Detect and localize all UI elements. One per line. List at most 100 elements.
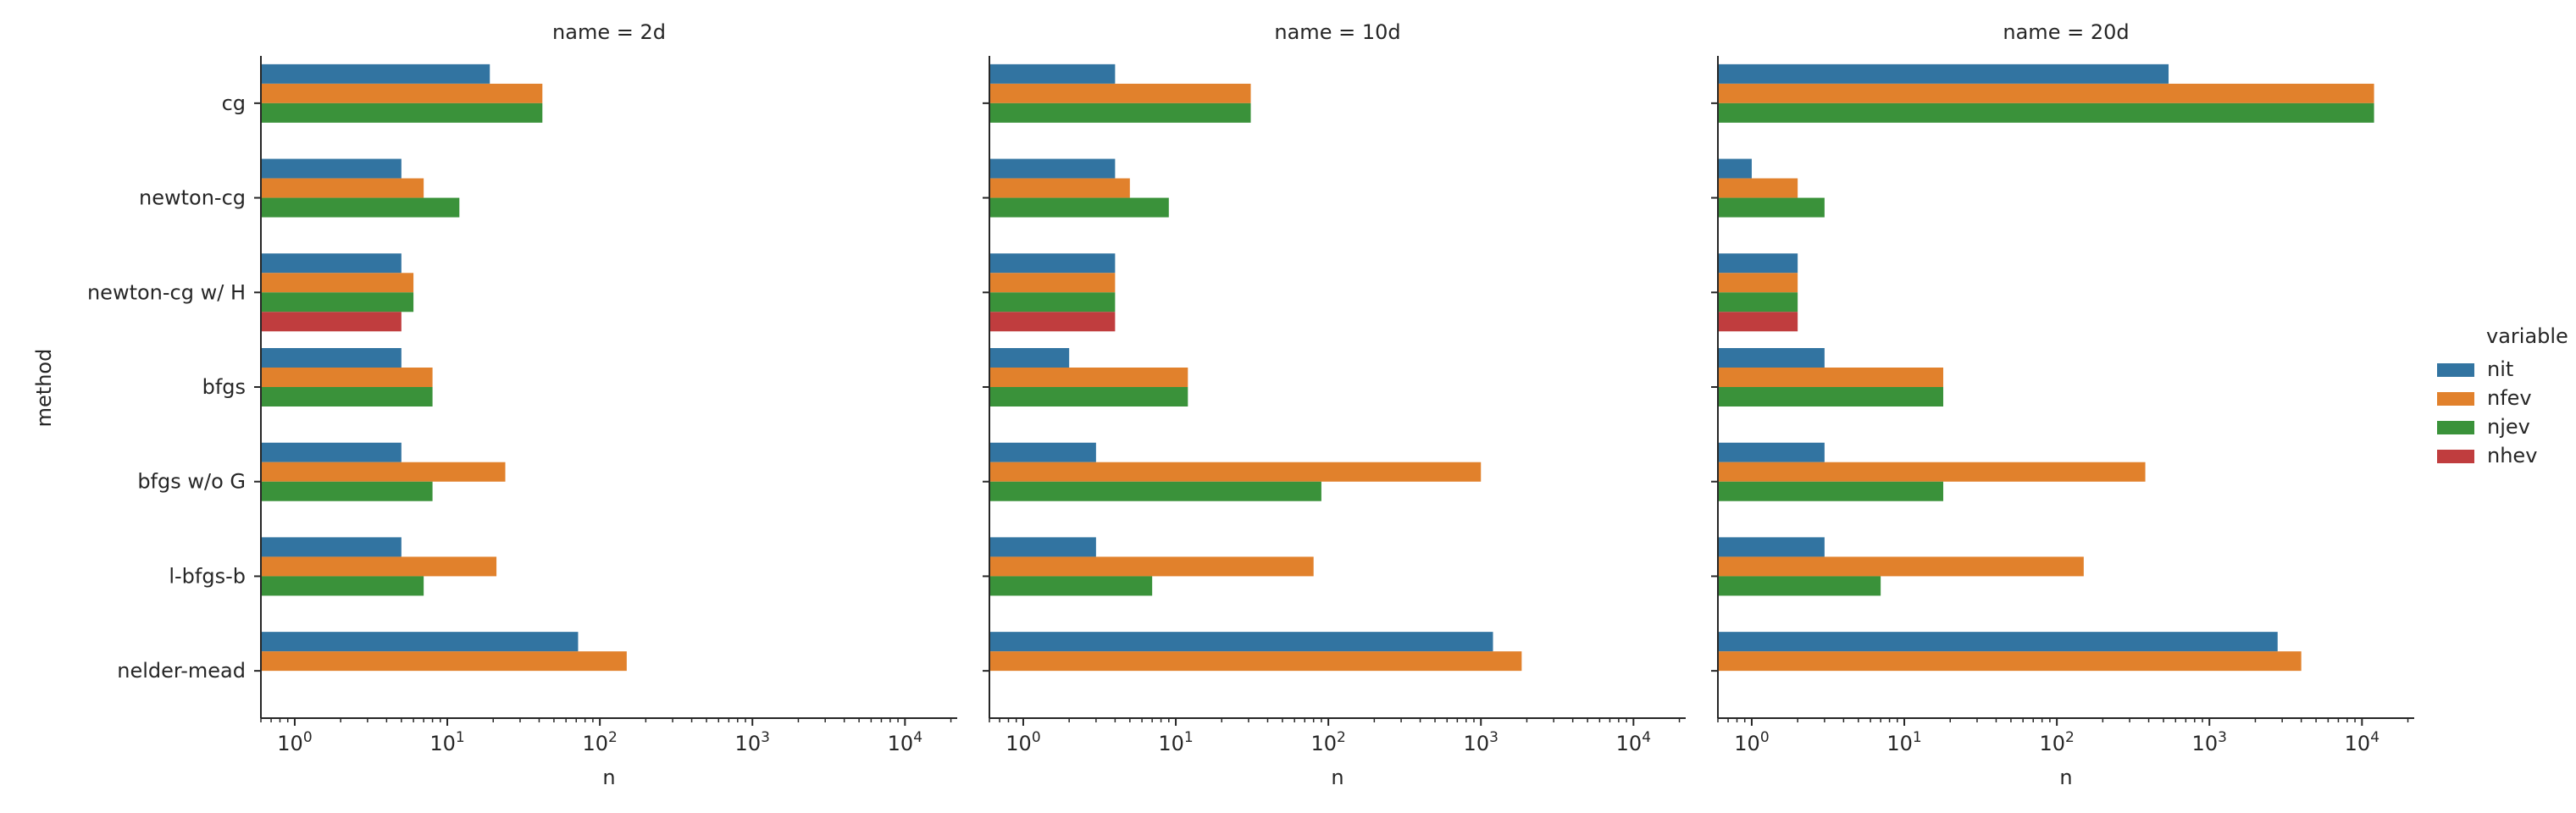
- bar-nfev-l-bfgs-b: [989, 556, 1314, 577]
- bar-njev-cg: [1718, 102, 2374, 123]
- bar-nfev-bfgs-w-o-G: [989, 462, 1482, 482]
- legend-title: variable: [2486, 324, 2568, 348]
- legend-swatch: [2437, 421, 2474, 434]
- legend-swatch: [2437, 392, 2474, 406]
- bar-nfev-newton-cg-w-H: [989, 273, 1116, 293]
- bar-nfev-newton-cg: [261, 178, 424, 198]
- bar-nfev-l-bfgs-b: [1718, 556, 2084, 577]
- bar-nhev-newton-cg-w-H: [261, 312, 402, 332]
- bar-njev-newton-cg: [1718, 197, 1825, 218]
- category-label: nelder-mead: [117, 659, 246, 683]
- panel-3: name = 20d 100 101 102 103 104 n: [1711, 20, 2414, 789]
- bar-njev-newton-cg: [989, 197, 1169, 218]
- x-axis-label: n: [2059, 766, 2072, 789]
- x-tick-label: 102: [1310, 729, 1345, 755]
- bar-njev-bfgs-w-o-G: [261, 481, 433, 501]
- bar-nit-nelder-mead: [1718, 632, 2278, 652]
- bar-nhev-newton-cg-w-H: [1718, 312, 1798, 332]
- legend-entry-nit: nit: [2437, 357, 2513, 381]
- legend-items: nit nfev njev nhev: [2437, 357, 2537, 467]
- x-tick-label: 100: [1005, 729, 1040, 755]
- bar-nit-newton-cg: [261, 158, 402, 179]
- bar-njev-newton-cg-w-H: [1718, 292, 1798, 312]
- x-tick-label: 100: [1734, 729, 1769, 755]
- bar-njev-newton-cg-w-H: [261, 292, 414, 312]
- bar-nit-cg: [1718, 64, 2169, 84]
- panel-title: name = 2d: [552, 20, 666, 44]
- legend-label: njev: [2487, 415, 2530, 439]
- bar-nfev-l-bfgs-b: [261, 556, 497, 577]
- legend-swatch: [2437, 363, 2474, 377]
- bar-nfev-nelder-mead: [261, 651, 627, 672]
- bar-njev-cg: [989, 102, 1251, 123]
- bar-njev-bfgs: [989, 387, 1188, 406]
- bar-nit-cg: [989, 64, 1116, 84]
- bars: [261, 64, 627, 672]
- bar-njev-newton-cg: [261, 197, 460, 218]
- bar-nfev-cg: [989, 83, 1251, 103]
- bar-nfev-newton-cg-w-H: [1718, 273, 1798, 293]
- bars: [989, 64, 1522, 672]
- bar-nfev-nelder-mead: [1718, 651, 2302, 672]
- legend-swatch: [2437, 450, 2474, 463]
- x-tick-label: 104: [1616, 729, 1651, 755]
- legend: variable nit nfev njev nhev: [2437, 324, 2568, 467]
- x-tick-label: 103: [735, 729, 770, 755]
- bar-nit-newton-cg: [989, 158, 1116, 179]
- bar-nfev-cg: [1718, 83, 2374, 103]
- category-label: bfgs w/o G: [137, 470, 246, 494]
- x-tick-label: 103: [1464, 729, 1499, 755]
- legend-label: nhev: [2487, 444, 2537, 467]
- category-label: bfgs: [202, 375, 246, 399]
- bar-njev-l-bfgs-b: [1718, 576, 1881, 596]
- bar-nit-bfgs: [261, 348, 402, 368]
- bar-njev-bfgs-w-o-G: [989, 481, 1321, 501]
- bar-nit-newton-cg-w-H: [1718, 253, 1798, 274]
- bar-nit-bfgs-w-o-G: [261, 442, 402, 462]
- x-axis-label: n: [1331, 766, 1343, 789]
- legend-entry-njev: njev: [2437, 415, 2530, 439]
- category-label: l-bfgs-b: [169, 564, 246, 588]
- bar-nfev-bfgs-w-o-G: [261, 462, 506, 482]
- x-tick-label: 101: [429, 729, 464, 755]
- x-tick-label: 101: [1158, 729, 1193, 755]
- bar-njev-bfgs: [1718, 387, 1944, 406]
- bar-nit-l-bfgs-b: [1718, 537, 1825, 557]
- bar-nit-bfgs-w-o-G: [989, 442, 1096, 462]
- bar-nfev-cg: [261, 83, 543, 103]
- bar-njev-l-bfgs-b: [261, 576, 424, 596]
- bar-nit-newton-cg: [1718, 158, 1752, 179]
- bar-njev-cg: [261, 102, 543, 123]
- bar-nfev-bfgs: [261, 368, 433, 387]
- category-label: cg: [222, 91, 246, 115]
- bar-nfev-nelder-mead: [989, 651, 1522, 672]
- bar-nfev-bfgs: [1718, 368, 1944, 387]
- panel-title: name = 20d: [2003, 20, 2129, 44]
- legend-entry-nhev: nhev: [2437, 444, 2537, 467]
- legend-entry-nfev: nfev: [2437, 386, 2532, 410]
- panel-1: name = 2d cg newton-cg newton-cg w/ H bfgs bf…: [87, 20, 957, 789]
- x-tick-label: 102: [2039, 729, 2074, 755]
- panels: name = 2d cg newton-cg newton-cg w/ H bfgs bf…: [87, 20, 2414, 789]
- bar-nfev-newton-cg: [989, 178, 1130, 198]
- legend-label: nit: [2487, 357, 2513, 381]
- bar-njev-bfgs: [261, 387, 433, 406]
- category-label: newton-cg w/ H: [87, 280, 246, 304]
- bar-nit-nelder-mead: [989, 632, 1493, 652]
- bar-nit-cg: [261, 64, 490, 84]
- bar-nit-newton-cg-w-H: [261, 253, 402, 274]
- bar-nit-newton-cg-w-H: [989, 253, 1116, 274]
- bar-njev-bfgs-w-o-G: [1718, 481, 1944, 501]
- x-tick-label: 104: [888, 729, 922, 755]
- x-tick-label: 101: [1886, 729, 1921, 755]
- x-tick-label: 100: [277, 729, 312, 755]
- category-label: newton-cg: [139, 186, 246, 210]
- panel-2: name = 10d 100 101 102 103 104 n: [983, 20, 1686, 789]
- bar-njev-l-bfgs-b: [989, 576, 1153, 596]
- bar-njev-newton-cg-w-H: [989, 292, 1116, 312]
- y-axis-label: method: [32, 349, 56, 428]
- bar-nit-bfgs: [989, 348, 1070, 368]
- x-axis-label: n: [602, 766, 615, 789]
- bar-nfev-bfgs: [989, 368, 1188, 387]
